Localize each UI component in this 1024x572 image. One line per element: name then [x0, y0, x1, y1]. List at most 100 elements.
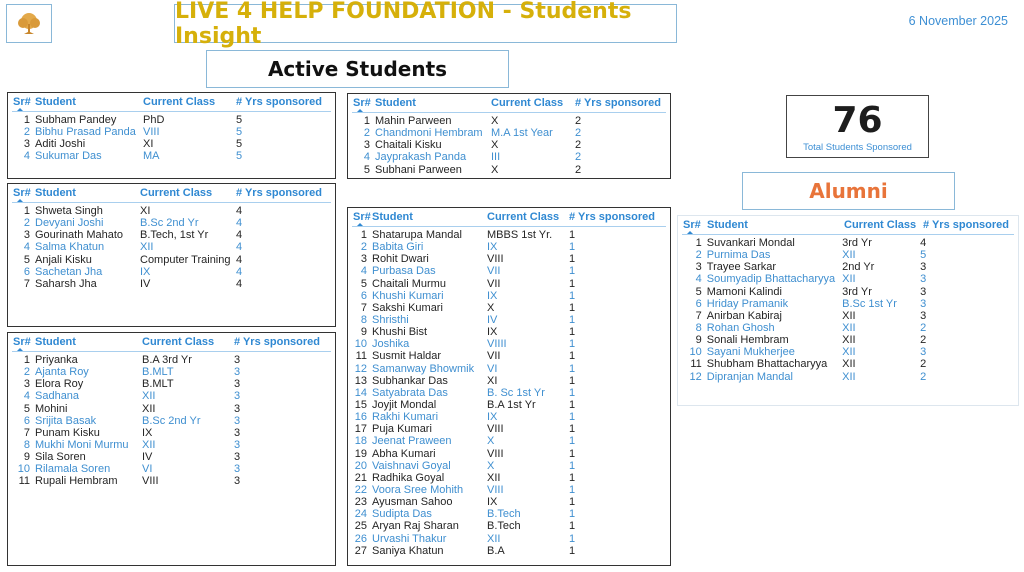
table-row[interactable]: 25 Aryan Raj Sharan B.Tech 1: [352, 520, 666, 532]
table-row[interactable]: 1 Subham Pandey PhD 5: [12, 114, 331, 126]
table-row[interactable]: 19 Abha Kumari VIII 1: [352, 448, 666, 460]
table-row[interactable]: 14 Satyabrata Das B. Sc 1st Yr 1: [352, 387, 666, 399]
table-row[interactable]: 8 Mukhi Moni Murmu XII 3: [12, 439, 331, 451]
class-header[interactable]: Current Class: [142, 336, 215, 348]
table-row[interactable]: 3 Gourinath Mahato B.Tech, 1st Yr 4: [12, 229, 331, 241]
years-header[interactable]: # Yrs sponsored: [236, 187, 322, 199]
table-row[interactable]: 9 Khushi Bist IX 1: [352, 326, 666, 338]
table-row[interactable]: 7 Sakshi Kumari X 1: [352, 302, 666, 314]
table-row[interactable]: 1 Shatarupa Mandal MBBS 1st Yr. 1: [352, 229, 666, 241]
table-row[interactable]: 15 Joyjit Mondal B.A 1st Yr 1: [352, 399, 666, 411]
table-row[interactable]: 3 Rohit Dwari VIII 1: [352, 253, 666, 265]
table-row[interactable]: 10 Sayani Mukherjee XII 3: [682, 346, 1014, 358]
table-row[interactable]: 4 Jayprakash Panda III 2: [352, 151, 666, 163]
years-header[interactable]: # Yrs sponsored: [575, 97, 661, 109]
student-header[interactable]: Student: [35, 187, 76, 199]
table-row[interactable]: 4 Soumyadip Bhattacharyya XII 3: [682, 273, 1014, 285]
table-row[interactable]: 20 Vaishnavi Goyal X 1: [352, 460, 666, 472]
table-row[interactable]: 4 Sukumar Das MA 5: [12, 150, 331, 162]
table-row[interactable]: 3 Trayee Sarkar 2nd Yr 3: [682, 261, 1014, 273]
table-row[interactable]: 21 Radhika Goyal XII 1: [352, 472, 666, 484]
table-row[interactable]: 5 Subhani Parween X 2: [352, 164, 666, 176]
table-row[interactable]: 17 Puja Kumari VIII 1: [352, 423, 666, 435]
student-header[interactable]: Student: [375, 97, 416, 109]
table-row[interactable]: 7 Saharsh Jha IV 4: [12, 278, 331, 290]
table-row[interactable]: 7 Punam Kisku IX 3: [12, 427, 331, 439]
table-row[interactable]: 2 Purnima Das XII 5: [682, 249, 1014, 261]
table-row[interactable]: 8 Shristhi IV 1: [352, 314, 666, 326]
class-header[interactable]: Current Class: [487, 211, 560, 223]
sr-header[interactable]: Sr#: [352, 97, 375, 109]
table-row[interactable]: 1 Suvankari Mondal 3rd Yr 4: [682, 237, 1014, 249]
sr-header[interactable]: Sr#: [12, 187, 35, 199]
table-row[interactable]: 2 Babita Giri IX 1: [352, 241, 666, 253]
table-row[interactable]: 18 Jeenat Praween X 1: [352, 435, 666, 447]
table-row[interactable]: 6 Sachetan Jha IX 4: [12, 266, 331, 278]
table-row[interactable]: 23 Ayusman Sahoo IX 1: [352, 496, 666, 508]
class-header[interactable]: Current Class: [844, 219, 917, 231]
sr-cell: 3: [360, 253, 367, 266]
sr-cell: 20: [354, 459, 367, 472]
years-header[interactable]: # Yrs sponsored: [923, 219, 1009, 231]
sr-header[interactable]: Sr#: [12, 336, 35, 348]
table-row[interactable]: 26 Urvashi Thakur XII 1: [352, 533, 666, 545]
table-row[interactable]: 11 Shubham Bhattacharyya XII 2: [682, 358, 1014, 370]
student-cell: Shatarupa Mandal: [372, 229, 462, 241]
sr-header[interactable]: Sr#: [12, 96, 35, 108]
table-row[interactable]: 6 Khushi Kumari IX 1: [352, 290, 666, 302]
table-row[interactable]: 4 Sadhana XII 3: [12, 390, 331, 402]
table-row[interactable]: 10 Rilamala Soren VI 3: [12, 463, 331, 475]
student-header[interactable]: Student: [35, 336, 76, 348]
class-cell: IV: [140, 277, 151, 290]
table-row[interactable]: 5 Anjali Kisku Computer Training 4: [12, 254, 331, 266]
student-cell: Joyjit Mondal: [372, 398, 437, 411]
table-row[interactable]: 1 Priyanka B.A 3rd Yr 3: [12, 354, 331, 366]
class-header[interactable]: Current Class: [140, 187, 213, 199]
table-row[interactable]: 11 Susmit Haldar VII 1: [352, 350, 666, 362]
table-row[interactable]: 5 Chaitali Murmu VII 1: [352, 278, 666, 290]
table-row[interactable]: 2 Devyani Joshi B.Sc 2nd Yr 4: [12, 217, 331, 229]
student-header[interactable]: Student: [707, 219, 748, 231]
class-header[interactable]: Current Class: [143, 96, 216, 108]
table-row[interactable]: 3 Chaitali Kisku X 2: [352, 139, 666, 151]
table-row[interactable]: 10 Joshika VIIII 1: [352, 338, 666, 350]
table-row[interactable]: 9 Sila Soren IV 3: [12, 451, 331, 463]
class-cell: B.Sc 2nd Yr: [140, 217, 199, 230]
table-row[interactable]: 4 Purbasa Das VII 1: [352, 265, 666, 277]
table-row[interactable]: 1 Shweta Singh XI 4: [12, 205, 331, 217]
table-row[interactable]: 5 Mamoni Kalindi 3rd Yr 3: [682, 286, 1014, 298]
table-row[interactable]: 7 Anirban Kabiraj XII 3: [682, 310, 1014, 322]
table-row[interactable]: 22 Voora Sree Mohith VIII 1: [352, 484, 666, 496]
student-header[interactable]: Student: [35, 96, 76, 108]
table-row[interactable]: 12 Dipranjan Mandal XII 2: [682, 371, 1014, 383]
table-row[interactable]: 6 Hriday Pramanik B.Sc 1st Yr 3: [682, 298, 1014, 310]
sr-header[interactable]: Sr#: [353, 211, 371, 223]
table-row[interactable]: 9 Sonali Hembram XII 2: [682, 334, 1014, 346]
table-row[interactable]: 13 Subhankar Das XI 1: [352, 375, 666, 387]
table-row[interactable]: 3 Elora Roy B.MLT 3: [12, 378, 331, 390]
table-row[interactable]: 24 Sudipta Das B.Tech 1: [352, 508, 666, 520]
table-row[interactable]: 27 Saniya Khatun B.A 1: [352, 545, 666, 557]
table-row[interactable]: 12 Samanway Bhowmik VI 1: [352, 363, 666, 375]
class-cell: XII: [842, 309, 856, 322]
years-header[interactable]: # Yrs sponsored: [569, 211, 655, 223]
class-cell: B.Sc 1st Yr: [842, 297, 897, 310]
table-row[interactable]: 2 Ajanta Roy B.MLT 3: [12, 366, 331, 378]
sr-cell: 21: [354, 471, 367, 484]
table-row[interactable]: 5 Mohini XII 3: [12, 403, 331, 415]
student-header[interactable]: Student: [372, 211, 413, 223]
table-row[interactable]: 2 Chandmoni Hembram M.A 1st Year 2: [352, 127, 666, 139]
table-row[interactable]: 8 Rohan Ghosh XII 2: [682, 322, 1014, 334]
years-header[interactable]: # Yrs sponsored: [234, 336, 320, 348]
table-row[interactable]: 11 Rupali Hembram VIII 3: [12, 475, 331, 487]
sr-header[interactable]: Sr#: [682, 219, 707, 231]
table-row[interactable]: 4 Salma Khatun XII 4: [12, 241, 331, 253]
table-row[interactable]: 1 Mahin Parween X 2: [352, 115, 666, 127]
table-row[interactable]: 2 Bibhu Prasad Panda VIII 5: [12, 126, 331, 138]
table-row[interactable]: 6 Srijita Basak B.Sc 2nd Yr 3: [12, 415, 331, 427]
foundation-logo: [6, 4, 52, 43]
table-row[interactable]: 3 Aditi Joshi XI 5: [12, 138, 331, 150]
table-row[interactable]: 16 Rakhi Kumari IX 1: [352, 411, 666, 423]
years-header[interactable]: # Yrs sponsored: [236, 96, 322, 108]
class-header[interactable]: Current Class: [491, 97, 564, 109]
